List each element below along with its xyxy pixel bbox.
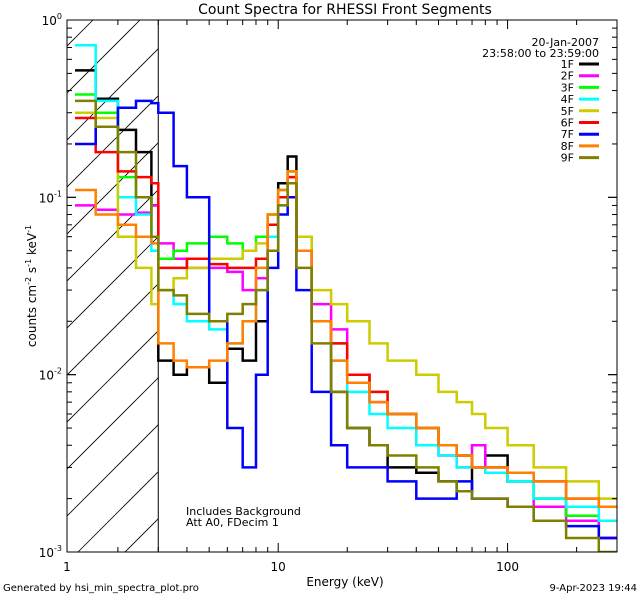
hatch-line [67, 330, 159, 423]
y-tick-label: 10-1 [39, 189, 62, 205]
hatch-line [67, 95, 159, 188]
y-tick-label: 10-2 [39, 367, 62, 383]
legend-label-2F: 2F [561, 70, 574, 83]
y-tick-label: 100 [42, 12, 62, 28]
legend-label-8F: 8F [561, 140, 574, 153]
legend-label-4F: 4F [561, 93, 574, 106]
y-axis: 100 10-1 10-2 10-3 [39, 12, 617, 560]
footer-timestamp: 9-Apr-2023 19:44 [549, 583, 637, 594]
date-label: 20-Jan-2007 [532, 36, 600, 49]
series-5F-line [75, 111, 617, 500]
y-axis-label: counts cm-2 s-1 keV-1 [24, 225, 39, 347]
plot-frame [66, 19, 618, 553]
time-range-label: 23:58:00 to 23:59:00 [482, 47, 599, 60]
footer-generated-by: Generated by hsi_min_spectra_plot.pro [3, 583, 199, 594]
series-8F-line [75, 170, 617, 508]
hatch-line [0, 20, 46, 552]
legend-label-9F: 9F [561, 152, 574, 165]
x-tick-label: 1 [63, 560, 71, 574]
attenuator-hatch-region [0, 20, 159, 552]
x-axis: 10 100 1 [63, 20, 618, 574]
x-tick-label: 10 [271, 560, 286, 574]
hatch-line [67, 48, 159, 141]
legend-label-3F: 3F [561, 81, 574, 94]
series-9F-line [75, 99, 617, 552]
hatch-line [67, 189, 159, 282]
x-axis-label: Energy (keV) [306, 575, 383, 589]
y-tick-label: 10-3 [39, 544, 62, 560]
annotation-background: Includes Background [186, 505, 301, 518]
chart-title: Count Spectra for RHESSI Front Segments [198, 2, 492, 18]
legend-label-5F: 5F [561, 105, 574, 118]
hatch-line [67, 377, 159, 470]
legend-label-6F: 6F [561, 117, 574, 130]
hatch-line [67, 236, 159, 329]
legend-label-1F: 1F [561, 58, 574, 71]
hatch-line [67, 424, 159, 517]
annotation-attenuator: Att A0, FDecim 1 [186, 516, 279, 529]
hatch-line [67, 283, 159, 376]
x-tick-label: 100 [496, 560, 519, 574]
legend-label-7F: 7F [561, 128, 574, 141]
series-layer [75, 44, 617, 552]
